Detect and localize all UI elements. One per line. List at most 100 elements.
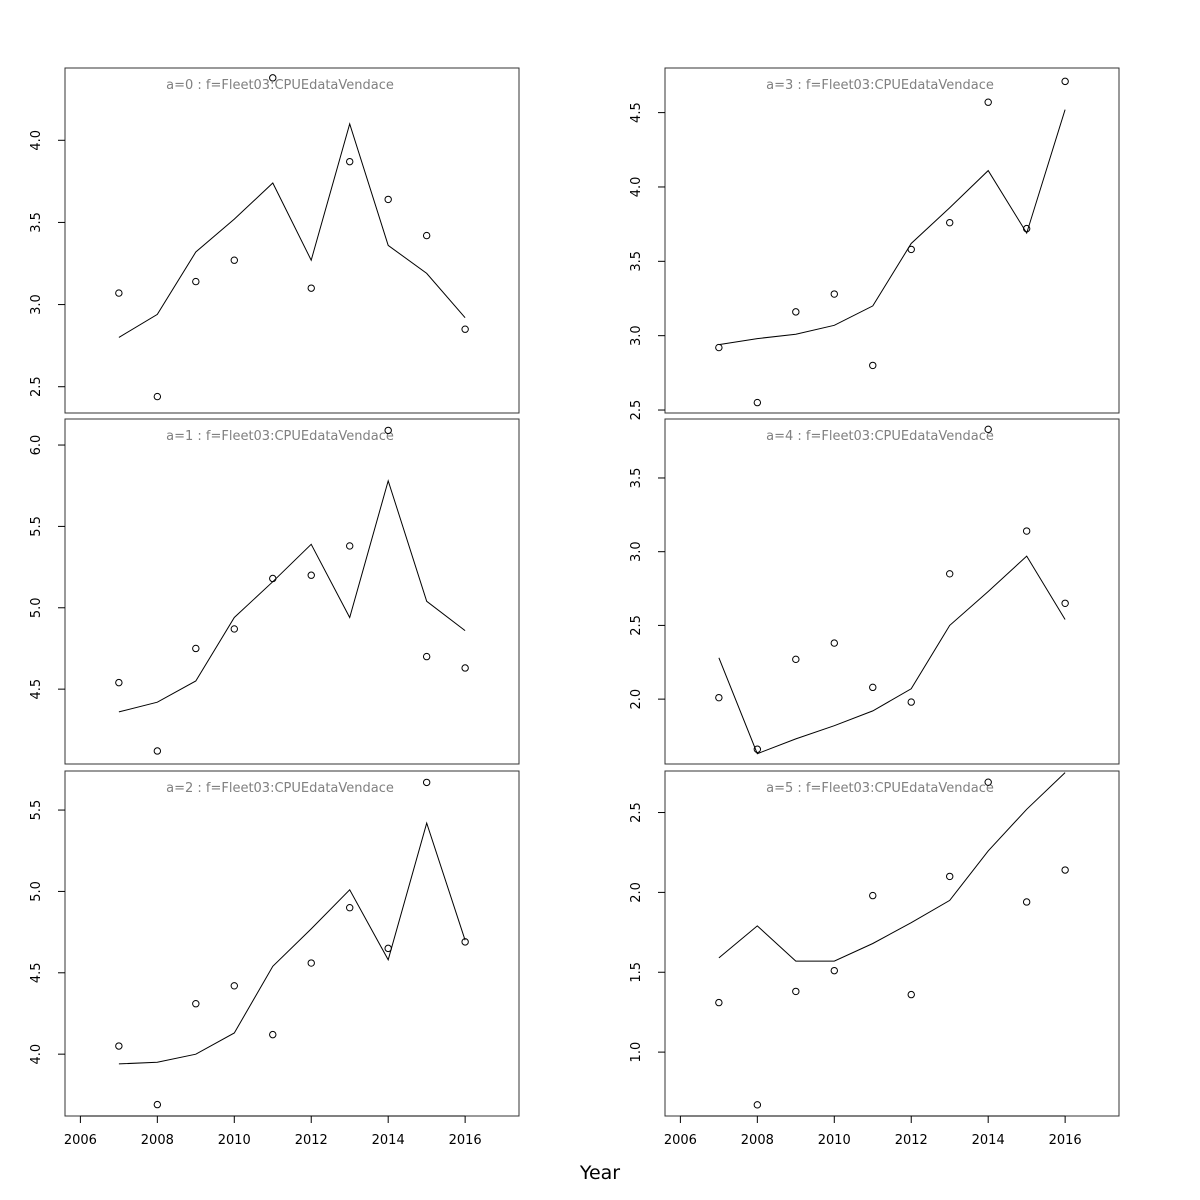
observed-point <box>153 392 162 401</box>
observed-point <box>346 157 354 166</box>
observed-point <box>230 256 238 264</box>
x-tick-label: 2016 <box>1049 1133 1082 1148</box>
chart-panel: a=2 : f=Fleet03:CPUEdataVendace 4.0 4.5 5.0… <box>29 770 520 1148</box>
chart-panel: a=1 : f=Fleet03:CPUEdataVendace 4.5 5.0 5.5… <box>29 418 520 765</box>
y-tick-label: 2.0 <box>629 689 644 710</box>
fitted-line <box>118 479 466 713</box>
x-tick-label: 2008 <box>741 1133 774 1148</box>
observed-point <box>230 982 238 990</box>
y-tick-label: 2.5 <box>629 400 644 421</box>
y-tick-label: 2.5 <box>29 376 44 397</box>
observed-point <box>830 966 838 975</box>
observed-point <box>946 218 954 227</box>
observed-point <box>307 284 315 292</box>
observed-point <box>115 289 123 297</box>
observed-point <box>192 277 200 286</box>
observed-point <box>946 872 954 881</box>
observed-point <box>115 678 123 687</box>
y-tick-label: 2.5 <box>629 802 644 823</box>
plot-area <box>715 77 1069 407</box>
observed-point <box>269 74 277 82</box>
panel-title: a=3 : f=Fleet03:CPUEdataVendace <box>766 78 994 93</box>
x-tick-label: 2012 <box>295 1133 328 1148</box>
observed-point <box>1061 77 1069 86</box>
plot-frame <box>664 418 1120 765</box>
panel-title: a=4 : f=Fleet03:CPUEdataVendace <box>766 429 994 444</box>
observed-point <box>907 698 915 706</box>
plot-area <box>715 425 1069 755</box>
x-tick-label: 2014 <box>972 1133 1005 1148</box>
observed-point <box>269 574 277 583</box>
y-tick-label: 2.0 <box>629 882 644 903</box>
y-tick-label: 5.5 <box>29 516 44 537</box>
x-tick-label: 2006 <box>664 1133 697 1148</box>
observed-point <box>1022 224 1031 233</box>
observed-point <box>715 998 723 1007</box>
x-tick-label: 2006 <box>64 1133 97 1148</box>
y-tick-label: 3.5 <box>29 212 44 233</box>
plot-area <box>115 74 469 401</box>
observed-point <box>907 990 915 999</box>
panel-title: a=2 : f=Fleet03:CPUEdataVendace <box>166 781 394 796</box>
fitted-line <box>718 555 1066 755</box>
x-tick-label: 2016 <box>449 1133 482 1148</box>
y-tick-label: 3.5 <box>629 251 644 272</box>
observed-point <box>753 745 762 753</box>
observed-point <box>946 570 954 578</box>
y-tick-label: 4.0 <box>29 130 44 151</box>
observed-point <box>715 343 723 352</box>
plot-area <box>115 778 469 1109</box>
y-tick-label: 4.0 <box>29 1044 44 1065</box>
y-tick-label: 3.0 <box>29 294 44 315</box>
y-tick-label: 4.0 <box>629 177 644 198</box>
observed-point <box>307 571 315 579</box>
y-tick-label: 5.0 <box>29 597 44 618</box>
observed-point <box>346 542 354 550</box>
observed-point <box>269 1030 277 1039</box>
plot-frame <box>664 770 1120 1117</box>
x-axis-label: Year <box>579 1162 620 1184</box>
y-tick-label: 1.0 <box>629 1042 644 1063</box>
plot-frame <box>64 67 520 414</box>
observed-point <box>384 426 392 435</box>
panel-title: a=0 : f=Fleet03:CPUEdataVendace <box>166 78 394 93</box>
observed-point <box>461 664 469 672</box>
observed-point <box>461 938 469 946</box>
observed-point <box>422 231 431 240</box>
observed-point <box>792 308 800 316</box>
observed-point <box>753 398 762 407</box>
y-tick-label: 4.5 <box>29 679 44 700</box>
y-tick-label: 4.5 <box>29 962 44 983</box>
observed-point <box>869 891 877 900</box>
observed-point <box>984 778 992 786</box>
observed-point <box>753 1101 762 1109</box>
y-tick-label: 2.5 <box>629 615 644 636</box>
observed-point <box>192 1000 200 1008</box>
y-tick-label: 3.0 <box>629 541 644 562</box>
y-tick-label: 1.5 <box>629 962 644 983</box>
y-tick-label: 5.5 <box>29 800 44 821</box>
y-tick-label: 6.0 <box>29 435 44 456</box>
observed-point <box>422 652 431 661</box>
observed-point <box>869 361 877 370</box>
observed-point <box>907 245 915 254</box>
x-tick-label: 2010 <box>818 1133 851 1148</box>
observed-point <box>422 778 431 787</box>
chart-panel: a=3 : f=Fleet03:CPUEdataVendace 2.5 3.0 3.5… <box>629 67 1120 421</box>
observed-point <box>792 987 800 996</box>
y-tick-label: 3.0 <box>629 325 644 346</box>
plot-area <box>115 426 469 755</box>
observed-point <box>384 195 392 204</box>
panel-title: a=1 : f=Fleet03:CPUEdataVendace <box>166 429 394 444</box>
observed-point <box>307 959 315 967</box>
y-tick-label: 3.5 <box>629 468 644 489</box>
fitted-line <box>718 109 1066 346</box>
observed-point <box>792 655 800 664</box>
observed-point <box>1022 527 1031 535</box>
observed-point <box>230 625 238 633</box>
fitted-line <box>718 772 1066 962</box>
observed-point <box>715 693 723 702</box>
x-tick-label: 2014 <box>372 1133 405 1148</box>
observed-point <box>346 903 354 912</box>
